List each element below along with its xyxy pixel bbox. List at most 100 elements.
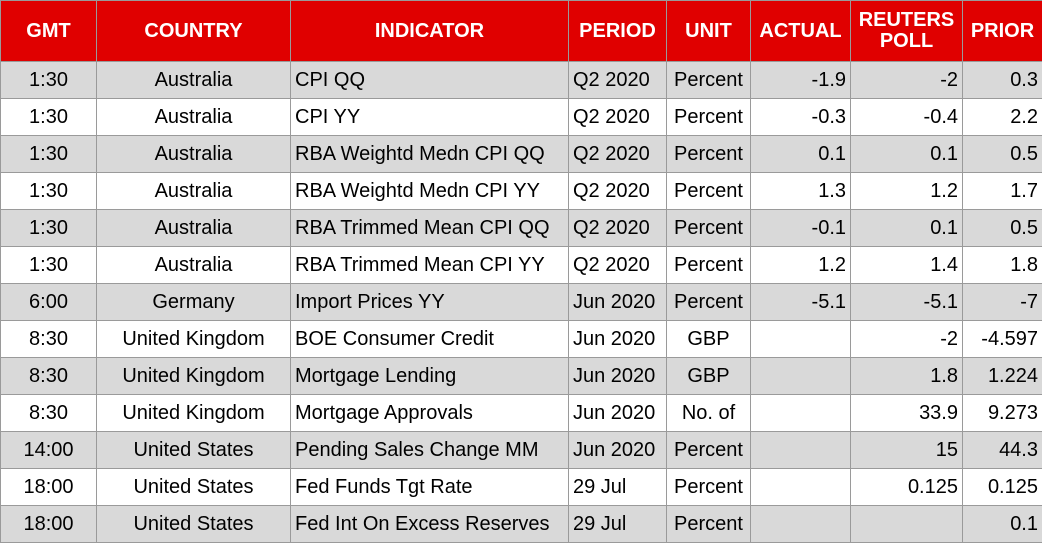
table-cell: Q2 2020	[568, 209, 667, 247]
table-cell: 1.3	[750, 172, 851, 210]
table-cell: United States	[96, 505, 291, 543]
table-cell: Percent	[666, 61, 751, 99]
table-row: 14:00 United States Pending Sales Change M…	[0, 431, 1042, 469]
table-cell: Percent	[666, 172, 751, 210]
table-cell: Australia	[96, 61, 291, 99]
table-row: 18:00 United States Fed Int On Excess Rese…	[0, 505, 1042, 543]
table-cell: Percent	[666, 431, 751, 469]
table-cell: CPI YY	[290, 98, 569, 136]
table-cell: -2	[850, 320, 963, 358]
table-cell: -1.9	[750, 61, 851, 99]
table-cell: 0.125	[962, 468, 1042, 506]
table-cell: Q2 2020	[568, 246, 667, 284]
table-cell: 0.3	[962, 61, 1042, 99]
table-body: 1:30 Australia CPI QQ Q2 2020 Percent -1.9 -2 0…	[0, 61, 1042, 543]
table-row: 1:30 Australia CPI YY Q2 2020 Percent -0.3 -0.…	[0, 98, 1042, 136]
table-cell: 1:30	[0, 246, 97, 284]
table-row: 8:30 United Kingdom Mortgage Approvals Jun …	[0, 394, 1042, 432]
table-cell: RBA Trimmed Mean CPI YY	[290, 246, 569, 284]
table-cell: BOE Consumer Credit	[290, 320, 569, 358]
table-cell: 2.2	[962, 98, 1042, 136]
table-cell: Q2 2020	[568, 61, 667, 99]
table-cell: -2	[850, 61, 963, 99]
table-row: 1:30 Australia CPI QQ Q2 2020 Percent -1.9 -2 0…	[0, 61, 1042, 99]
table-row: 1:30 Australia RBA Weightd Medn CPI QQ Q2 2…	[0, 135, 1042, 173]
table-cell: Percent	[666, 209, 751, 247]
table-cell: 0.5	[962, 135, 1042, 173]
table-cell: -5.1	[850, 283, 963, 321]
table-row: 6:00 Germany Import Prices YY Jun 2020 Perce…	[0, 283, 1042, 321]
table-cell: Jun 2020	[568, 357, 667, 395]
table-cell: 1.2	[750, 246, 851, 284]
table-cell: Pending Sales Change MM	[290, 431, 569, 469]
table-cell	[750, 357, 851, 395]
table-cell: 29 Jul	[568, 468, 667, 506]
table-cell: Fed Funds Tgt Rate	[290, 468, 569, 506]
table-cell	[750, 394, 851, 432]
table-cell: United Kingdom	[96, 357, 291, 395]
table-cell: Jun 2020	[568, 320, 667, 358]
table-cell: 1.8	[850, 357, 963, 395]
table-cell: Q2 2020	[568, 135, 667, 173]
table-cell: 14:00	[0, 431, 97, 469]
table-cell: 8:30	[0, 357, 97, 395]
table-cell: -0.4	[850, 98, 963, 136]
table-cell: No. of	[666, 394, 751, 432]
table-cell: Jun 2020	[568, 394, 667, 432]
table-cell: 0.1	[850, 209, 963, 247]
table-cell: Import Prices YY	[290, 283, 569, 321]
table-cell	[850, 505, 963, 543]
table-cell	[750, 320, 851, 358]
table-cell: 18:00	[0, 505, 97, 543]
table-row: 1:30 Australia RBA Trimmed Mean CPI YY Q2 2…	[0, 246, 1042, 284]
column-header: INDICATOR	[290, 0, 569, 62]
table-cell: Mortgage Lending	[290, 357, 569, 395]
table-row: 1:30 Australia RBA Trimmed Mean CPI QQ Q2 2…	[0, 209, 1042, 247]
table-cell: United Kingdom	[96, 394, 291, 432]
table-cell: Fed Int On Excess Reserves	[290, 505, 569, 543]
table-cell: Jun 2020	[568, 431, 667, 469]
table-cell: Germany	[96, 283, 291, 321]
table-cell: 1.224	[962, 357, 1042, 395]
table-cell: 29 Jul	[568, 505, 667, 543]
table-cell: Australia	[96, 98, 291, 136]
table-cell: -0.3	[750, 98, 851, 136]
table-cell: Mortgage Approvals	[290, 394, 569, 432]
table-cell: RBA Trimmed Mean CPI QQ	[290, 209, 569, 247]
table-cell: Australia	[96, 172, 291, 210]
table-cell: -5.1	[750, 283, 851, 321]
table-cell: 0.1	[962, 505, 1042, 543]
table-cell: 1.2	[850, 172, 963, 210]
table-cell: RBA Weightd Medn CPI YY	[290, 172, 569, 210]
table-cell: 6:00	[0, 283, 97, 321]
column-header: PRIOR	[962, 0, 1042, 62]
table-cell: Percent	[666, 283, 751, 321]
table-cell: Q2 2020	[568, 172, 667, 210]
table-cell: Percent	[666, 135, 751, 173]
table-cell: -7	[962, 283, 1042, 321]
header-row: GMT COUNTRY INDICATOR PERIOD UNIT ACTUAL REUTE…	[0, 0, 1042, 62]
table-cell	[750, 431, 851, 469]
table-cell: 1:30	[0, 135, 97, 173]
table-cell: Australia	[96, 135, 291, 173]
table-cell: 0.125	[850, 468, 963, 506]
column-header: REUTERS POLL	[850, 0, 963, 62]
table-cell: 0.1	[750, 135, 851, 173]
table-cell	[750, 505, 851, 543]
column-header: GMT	[0, 0, 97, 62]
table-cell: -0.1	[750, 209, 851, 247]
table-cell: Jun 2020	[568, 283, 667, 321]
table-cell: 1:30	[0, 172, 97, 210]
table-row: 1:30 Australia RBA Weightd Medn CPI YY Q2 2…	[0, 172, 1042, 210]
table-cell: Percent	[666, 505, 751, 543]
table-row: 18:00 United States Fed Funds Tgt Rate 29 J…	[0, 468, 1042, 506]
table-cell: 0.5	[962, 209, 1042, 247]
table-cell: Australia	[96, 209, 291, 247]
column-header: COUNTRY	[96, 0, 291, 62]
column-header: ACTUAL	[750, 0, 851, 62]
table-cell: RBA Weightd Medn CPI QQ	[290, 135, 569, 173]
table-cell: 8:30	[0, 320, 97, 358]
column-header: PERIOD	[568, 0, 667, 62]
